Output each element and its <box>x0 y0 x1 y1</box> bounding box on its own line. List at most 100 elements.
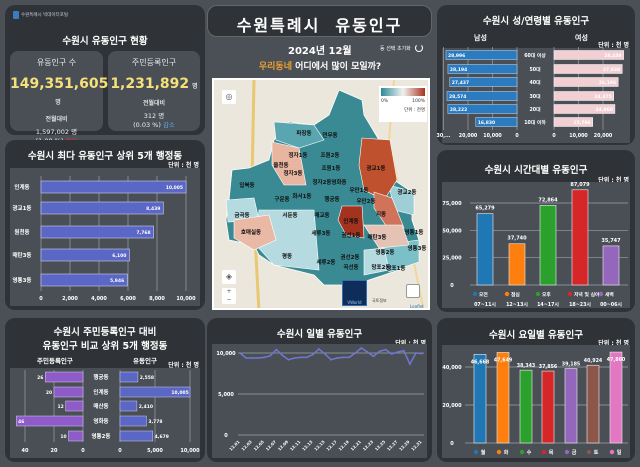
district-region <box>233 214 277 251</box>
national-tile-button[interactable]: 국토정보 <box>372 298 387 303</box>
district-label[interactable]: 조원2동 <box>320 151 339 159</box>
floating-pop-card: 유동인구 수 149,351,605명 전월대비 1,597,002 명(1.0… <box>10 51 109 145</box>
dashboard-title: 수원특례시 유동인구 <box>236 16 403 35</box>
layers-button[interactable]: ◈ <box>222 270 236 284</box>
compare-label: 전월대비 <box>45 116 68 123</box>
daily-title: 수원시 일별 유동인구 <box>276 329 363 340</box>
district-label[interactable]: 정자3동 <box>283 169 302 177</box>
district-label[interactable]: 광교1동 <box>366 164 385 172</box>
unit-label: 단위 : 천 명 <box>598 177 629 184</box>
leaflet-attribution[interactable]: Leaflet <box>410 304 424 309</box>
summary-panel: 수원특례시 빅데이터포털 수원시 유동인구 현황 유동인구 수 149,351,… <box>5 5 205 145</box>
district-label[interactable]: 입북동 <box>239 181 254 189</box>
time-title: 수원시 시간대별 유동인구 <box>484 165 588 176</box>
district-label[interactable]: 망포1동 <box>386 264 405 272</box>
period-label: 2024년 12월 <box>288 46 352 57</box>
unit-label: 단위 : 천 명 <box>168 162 199 169</box>
portal-logo[interactable]: 수원특례시 빅데이터포털 <box>13 11 68 19</box>
district-label[interactable]: 연무동 <box>322 131 337 139</box>
district-label[interactable]: 금곡동 <box>234 211 249 219</box>
district-region <box>337 205 365 239</box>
district-label[interactable]: 조원1동 <box>321 164 340 172</box>
unit-label: 단위 : 천 명 <box>598 340 629 347</box>
district-region <box>273 121 325 149</box>
legend-unit: 단위 : 천명 <box>404 108 425 113</box>
map-legend: 0% 100% 단위 : 천명 <box>379 86 427 122</box>
district-label[interactable]: 망포2동 <box>371 263 390 271</box>
district-label[interactable]: 구운동 <box>274 195 289 203</box>
resident-label: 주민등록인구 <box>131 58 177 67</box>
compare-title: 수원시 주민등록인구 대비 <box>53 327 157 338</box>
chart-area <box>442 48 630 143</box>
district-label[interactable]: 권선2동 <box>340 253 359 261</box>
district-label[interactable]: 행궁동 <box>324 195 339 203</box>
chart-area <box>442 182 630 308</box>
logo-icon <box>13 11 19 19</box>
district-label[interactable]: 우만1동 <box>349 186 368 194</box>
gender-age-title: 수원시 성/연령별 유동인구 <box>482 16 590 27</box>
district-label[interactable]: 광교2동 <box>397 188 416 196</box>
legend-max: 100% <box>412 99 425 104</box>
district-label[interactable]: 화서1동 <box>292 192 311 200</box>
refresh-icon <box>414 44 423 52</box>
district-region <box>271 141 307 186</box>
chart-area <box>10 368 200 458</box>
time-panel: 수원시 시간대별 유동인구 단위 : 천 명 <box>437 150 635 312</box>
locate-button[interactable]: ◎ <box>222 90 236 104</box>
district-label[interactable]: 매교동 <box>314 211 329 219</box>
district-label[interactable]: 영화동 <box>331 178 346 186</box>
district-label[interactable]: 세류2동 <box>316 258 335 266</box>
district-label[interactable]: 세류3동 <box>311 229 330 237</box>
district-label[interactable]: 호매실동 <box>241 228 261 236</box>
summary-title: 수원시 유동인구 현황 <box>62 36 148 47</box>
floating-value: 149,351,605명 <box>10 76 109 106</box>
top5-title: 수원시 최다 유동인구 상위 5개 행정동 <box>27 151 183 162</box>
district-label[interactable]: 율천동 <box>273 161 288 169</box>
female-label: 여성 <box>575 34 588 42</box>
gender-age-panel: 수원시 성/연령별 유동인구 남성 여성 단위 : 천 명 <box>437 5 635 145</box>
resident-value: 1,231,892 명 <box>110 76 198 92</box>
district-label[interactable]: 파장동 <box>296 129 311 137</box>
legend-gradient <box>381 88 425 96</box>
compare-panel: 수원시 주민등록인구 대비 유동인구 비교 상위 5개 행정동 주민등록인구 유… <box>5 318 205 462</box>
zoom-button[interactable]: + − <box>222 288 236 304</box>
district-label[interactable]: 평동 <box>282 252 292 260</box>
layout-toggle-icon[interactable] <box>406 284 420 298</box>
chart-area <box>10 168 200 306</box>
resident-change: 312 명 (0.03 %) 감소 <box>133 112 175 129</box>
vworld-tile-button[interactable]: VWorld <box>342 280 367 306</box>
district-label[interactable]: 매탄3동 <box>367 233 386 241</box>
weekday-panel: 수원시 요일별 유동인구 단위 : 천 명 <box>437 318 635 462</box>
district-label[interactable]: 인계동 <box>343 217 358 225</box>
district-label[interactable]: 우만2동 <box>356 197 375 205</box>
district-region <box>363 224 410 249</box>
dashboard-title-box: 수원특례시 유동인구 <box>207 5 432 37</box>
district-region <box>363 247 390 276</box>
district-label[interactable]: 서둔동 <box>282 211 297 219</box>
district-label[interactable]: 영통2동 <box>375 248 394 256</box>
floating-series-label: 유동인구 <box>133 357 157 365</box>
top5-panel: 수원시 최다 유동인구 상위 5개 행정동 단위 : 천 명 <box>5 140 205 310</box>
floating-label: 유동인구 수 <box>36 58 77 67</box>
district-label[interactable]: 정자1동 <box>288 151 307 159</box>
resident-pop-card: 주민등록인구 1,231,892 명 전월대비 312 명 (0.03 %) 감소 <box>108 51 200 131</box>
district-label[interactable]: 지동 <box>376 210 386 218</box>
district-label[interactable]: 영통1동 <box>404 228 423 236</box>
district-label[interactable]: 영통3동 <box>407 244 426 252</box>
resident-series-label: 주민등록인구 <box>37 357 73 365</box>
legend-min: 0% <box>381 99 389 104</box>
daily-panel: 수원시 일별 유동인구 단위 : 천 명 <box>207 318 432 462</box>
unit-label: 단위 : 천 명 <box>598 42 629 49</box>
reset-selection-button[interactable]: 동 선택 초기화 <box>380 44 423 52</box>
compare-label: 전월대비 <box>142 100 166 107</box>
district-label[interactable]: 권선1동 <box>341 231 360 239</box>
district-label[interactable]: 곡선동 <box>343 263 358 271</box>
district-label[interactable]: 정자2동 <box>312 178 331 186</box>
map-subtitle: 우리동네 어디에서 많이 모일까? <box>258 62 382 72</box>
unit-label: 단위 : 천 명 <box>168 362 199 369</box>
compare-title-2: 유동인구 비교 상위 5개 행정동 <box>42 341 168 352</box>
chart-area <box>442 345 630 458</box>
male-label: 남성 <box>474 34 487 42</box>
